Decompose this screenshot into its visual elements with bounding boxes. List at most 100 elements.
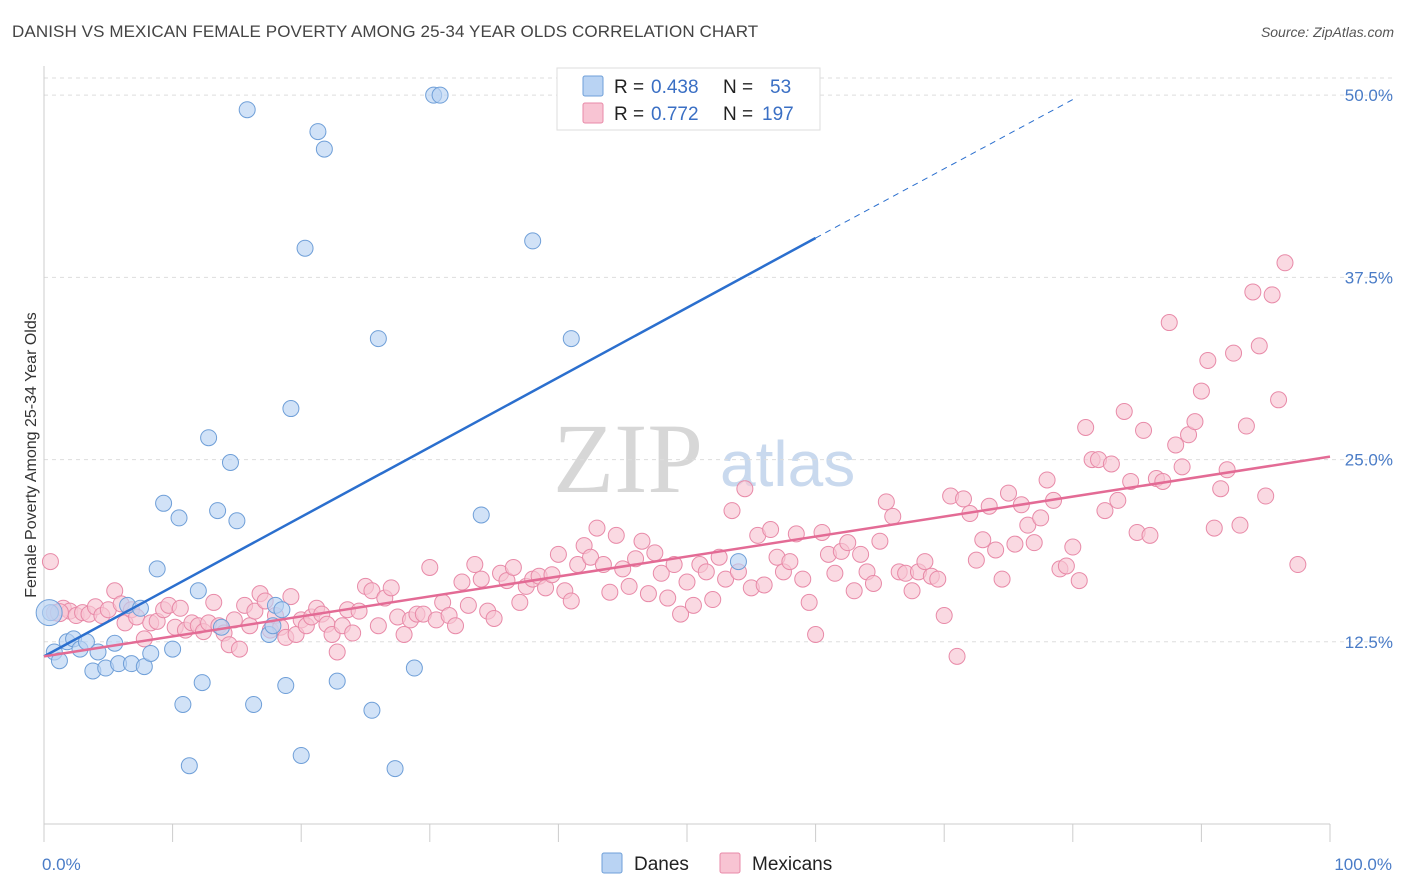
danes-point-38 xyxy=(292,746,310,764)
mexicans-point-97 xyxy=(620,577,638,595)
mexicans-point-174 xyxy=(1115,402,1133,420)
mexicans-point-138 xyxy=(884,507,902,525)
mexicans-point-51 xyxy=(328,643,346,661)
mexicans-point-152 xyxy=(974,531,992,549)
danes-point-10 xyxy=(106,634,124,652)
mexicans-point-199 xyxy=(1276,254,1294,272)
mexicans-point-35 xyxy=(246,602,264,620)
danes-point-large xyxy=(35,599,63,627)
mexicans-point-172 xyxy=(1102,455,1120,473)
danes-point-45 xyxy=(386,760,404,778)
mexicans-trend-line xyxy=(43,455,1331,658)
mexicans-point-148 xyxy=(948,647,966,665)
mexicans-points xyxy=(41,254,1307,665)
mexicans-point-167 xyxy=(1070,572,1088,590)
mexicans-point-106 xyxy=(678,573,696,591)
danes-point-18 xyxy=(155,494,173,512)
mexicans-point-110 xyxy=(704,591,722,609)
mexicans-point-80 xyxy=(511,593,529,611)
mexicans-point-194 xyxy=(1244,283,1262,301)
mexicans-point-70 xyxy=(447,617,465,635)
mexicans-point-195 xyxy=(1250,337,1268,355)
mexicans-point-177 xyxy=(1135,421,1153,439)
axes xyxy=(43,66,1331,842)
mexicans-point-105 xyxy=(672,605,690,623)
danes-point-43 xyxy=(363,701,381,719)
mexicans-point-161 xyxy=(1032,509,1050,527)
mexicans-point-73 xyxy=(466,556,484,574)
mexicans-point-173 xyxy=(1109,491,1127,509)
legend-bottom-swatch-mexicans xyxy=(719,852,741,874)
legend-r-label-danes: R = xyxy=(614,77,644,98)
danes-point-44 xyxy=(369,330,387,348)
y-tick-label-3: 50.0% xyxy=(1345,86,1393,105)
mexicans-point-160 xyxy=(1025,534,1043,552)
danes-point-40 xyxy=(309,123,327,141)
legend-n-label-mexicans: N = xyxy=(723,104,753,125)
mexicans-point-156 xyxy=(1000,484,1017,502)
mexicans-point-186 xyxy=(1192,382,1210,400)
danes-point-49 xyxy=(472,506,490,524)
mexicans-point-153 xyxy=(980,497,998,515)
mexicans-point-118 xyxy=(755,576,773,594)
mexicans-point-193 xyxy=(1237,417,1255,435)
mexicans-point-129 xyxy=(826,564,844,582)
mexicans-point-71 xyxy=(453,573,471,591)
mexicans-point-95 xyxy=(607,526,625,544)
danes-point-19 xyxy=(164,640,182,658)
mexicans-point-74 xyxy=(472,570,490,588)
legend-swatch-danes xyxy=(582,75,604,97)
danes-point-22 xyxy=(180,757,198,775)
mexicans-point-165 xyxy=(1057,557,1075,575)
mexicans-point-32 xyxy=(230,640,248,658)
danes-point-31 xyxy=(245,695,263,713)
mexicans-point-159 xyxy=(1019,516,1037,534)
danes-point-17 xyxy=(148,560,166,578)
mexicans-point-191 xyxy=(1225,344,1243,362)
mexicans-point-185 xyxy=(1186,413,1204,431)
watermark-zip: ZIP xyxy=(553,403,703,514)
mexicans-point-42 xyxy=(282,588,300,606)
x-tick-label-1: 100.0% xyxy=(1334,855,1392,874)
mexicans-point-124 xyxy=(794,570,812,588)
legend-r-value-mexicans: 0.772 xyxy=(651,104,699,125)
mexicans-point-154 xyxy=(987,541,1005,559)
mexicans-point-200 xyxy=(1289,556,1307,574)
mexicans-point-162 xyxy=(1038,471,1056,489)
danes-point-42 xyxy=(328,672,346,690)
mexicans-point-57 xyxy=(363,582,381,600)
x-tick-label-0: 0.0% xyxy=(42,855,81,874)
mexicans-point-54 xyxy=(344,624,362,642)
legend-swatch-mexicans xyxy=(582,102,604,124)
mexicans-point-112 xyxy=(717,570,735,588)
mexicans-point-122 xyxy=(781,553,799,571)
mexicans-point-155 xyxy=(993,570,1011,588)
mexicans-point-136 xyxy=(871,532,889,550)
mexicans-point-171 xyxy=(1096,502,1114,520)
danes-trend-line xyxy=(43,236,817,658)
danes-point-16 xyxy=(142,644,160,662)
mexicans-point-85 xyxy=(543,566,561,584)
danes-point-52 xyxy=(729,553,747,571)
y-tick-label-0: 12.5% xyxy=(1345,633,1393,652)
mexicans-point-126 xyxy=(807,626,825,643)
legend-bottom-label-mexicans: Mexicans xyxy=(752,854,832,875)
mexicans-point-187 xyxy=(1199,351,1217,369)
mexicans-point-183 xyxy=(1173,458,1191,476)
mexicans-point-166 xyxy=(1064,538,1082,556)
y-axis-title: Female Poverty Among 25-34 Year Olds xyxy=(23,312,40,598)
danes-point-25 xyxy=(200,429,218,447)
danes-point-36 xyxy=(277,677,295,695)
mexicans-point-196 xyxy=(1257,487,1275,505)
danes-point-28 xyxy=(221,453,239,471)
legend-n-value-mexicans: 197 xyxy=(762,104,794,125)
mexicans-point-198 xyxy=(1270,391,1288,409)
mexicans-point-104 xyxy=(665,556,683,574)
danes-point-23 xyxy=(189,582,207,600)
legend-n-value-danes: 53 xyxy=(770,77,791,98)
legend-r-value-danes: 0.438 xyxy=(651,77,699,98)
danes-point-20 xyxy=(170,509,188,527)
mexicans-point-157 xyxy=(1006,535,1024,553)
mexicans-point-137 xyxy=(877,493,895,511)
